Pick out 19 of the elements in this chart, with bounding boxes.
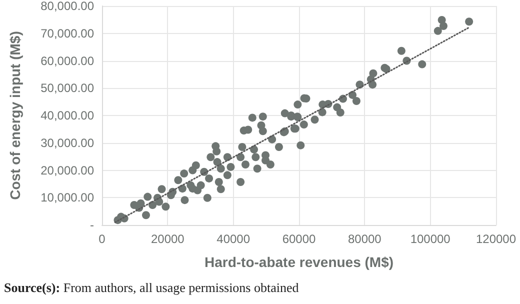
- source-note: Source(s): From authors, all usage permissions obtained: [4, 280, 299, 296]
- y-tick-label: 30,000.00: [40, 136, 94, 150]
- y-tick-label: 80,000.00: [40, 0, 94, 13]
- y-tick-label: -: [90, 218, 94, 232]
- x-tick-label: 40000: [216, 232, 250, 246]
- x-axis-title: Hard-to-abate revenues (M$): [204, 254, 394, 270]
- y-tick-label: 60,000.00: [40, 54, 94, 68]
- x-tick-label: 20000: [150, 232, 185, 246]
- y-tick-label: 40,000.00: [40, 108, 94, 122]
- x-tick-label: 60000: [282, 232, 316, 246]
- x-tick-label: 80000: [348, 232, 382, 246]
- y-tick-label: 20,000.00: [40, 163, 94, 178]
- y-tick-label: 70,000.00: [40, 26, 94, 40]
- y-axis-title: Cost of energy input (M$): [7, 31, 23, 200]
- x-tick-label: 120000: [476, 232, 516, 246]
- y-tick-label: 10,000.00: [40, 190, 94, 205]
- x-tick-label: 100000: [410, 232, 451, 246]
- x-tick-label: 0: [98, 232, 106, 246]
- y-tick-label: 50,000.00: [40, 81, 94, 96]
